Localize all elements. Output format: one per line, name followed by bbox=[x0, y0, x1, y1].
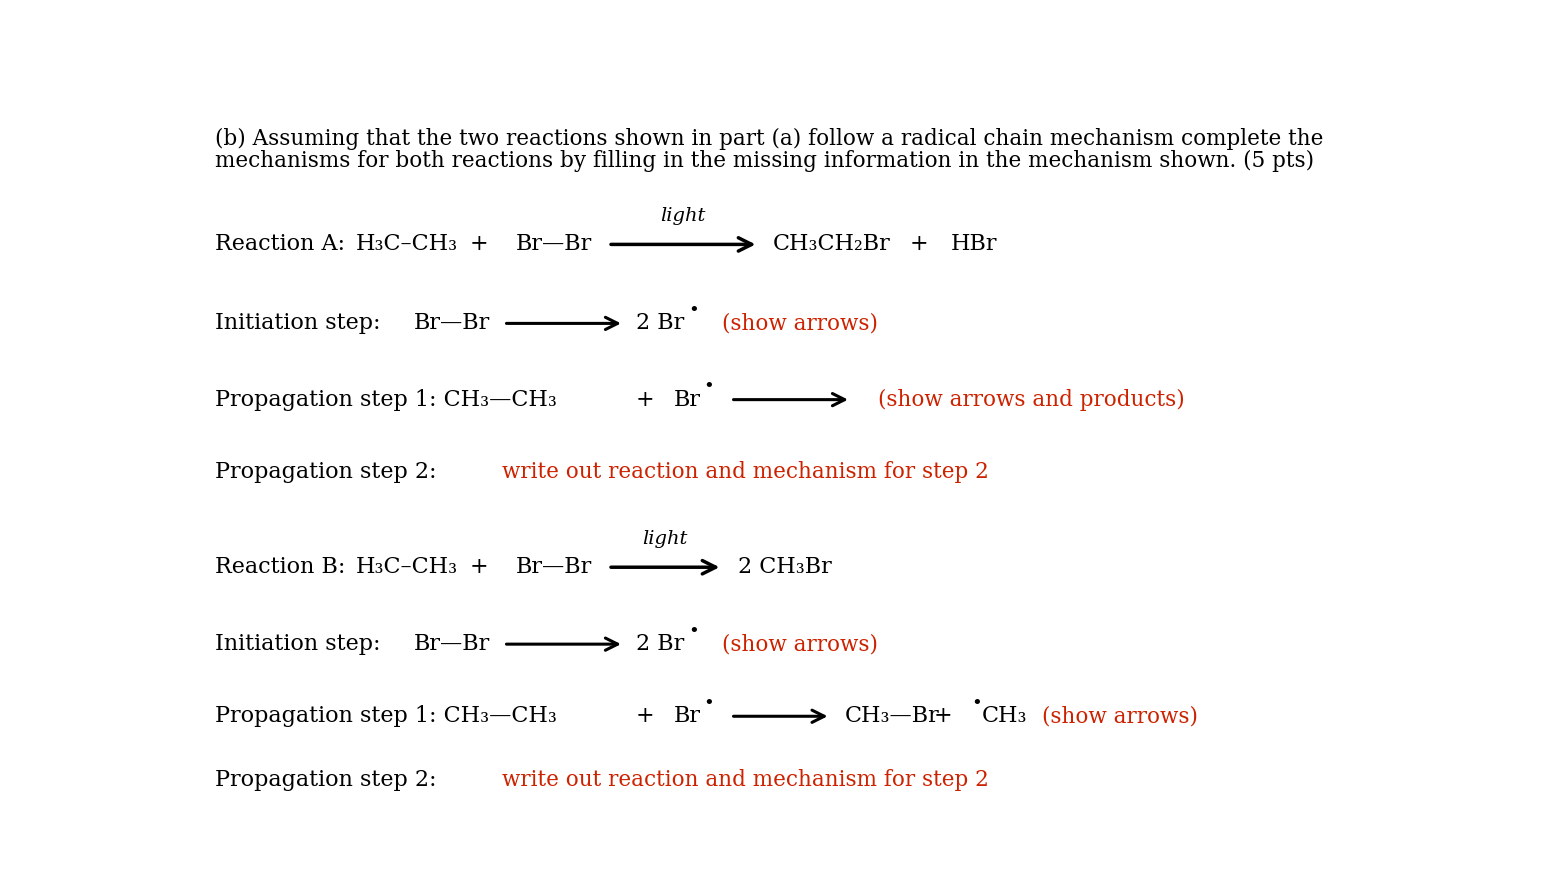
Text: Propagation step 1: CH₃—CH₃: Propagation step 1: CH₃—CH₃ bbox=[215, 389, 558, 410]
Text: Reaction A:: Reaction A: bbox=[215, 234, 346, 255]
Text: •: • bbox=[970, 695, 981, 713]
Text: Br—Br: Br—Br bbox=[414, 312, 490, 334]
Text: Reaction B:: Reaction B: bbox=[215, 557, 346, 578]
Text: •: • bbox=[688, 302, 699, 320]
Text: H₃C–CH₃: H₃C–CH₃ bbox=[356, 557, 459, 578]
Text: (show arrows and products): (show arrows and products) bbox=[879, 389, 1186, 410]
Text: (show arrows): (show arrows) bbox=[722, 312, 879, 334]
Text: •: • bbox=[704, 378, 715, 396]
Text: 2 CH₃Br: 2 CH₃Br bbox=[738, 557, 832, 578]
Text: Propagation step 2:: Propagation step 2: bbox=[215, 461, 437, 483]
Text: write out reaction and mechanism for step 2: write out reaction and mechanism for ste… bbox=[502, 769, 989, 791]
Text: •: • bbox=[688, 623, 699, 640]
Text: +: + bbox=[636, 389, 654, 410]
Text: +: + bbox=[470, 234, 488, 255]
Text: mechanisms for both reactions by filling in the missing information in the mecha: mechanisms for both reactions by filling… bbox=[215, 150, 1314, 172]
Text: Br—Br: Br—Br bbox=[516, 234, 592, 255]
Text: Propagation step 1: CH₃—CH₃: Propagation step 1: CH₃—CH₃ bbox=[215, 706, 558, 727]
Text: CH₃CH₂Br: CH₃CH₂Br bbox=[773, 234, 891, 255]
Text: 2 Br: 2 Br bbox=[636, 312, 684, 334]
Text: H₃C–CH₃: H₃C–CH₃ bbox=[356, 234, 459, 255]
Text: CH₃: CH₃ bbox=[981, 706, 1028, 727]
Text: Initiation step:: Initiation step: bbox=[215, 633, 381, 655]
Text: +: + bbox=[933, 706, 952, 727]
Text: +: + bbox=[910, 234, 928, 255]
Text: Initiation step:: Initiation step: bbox=[215, 312, 381, 334]
Text: Propagation step 2:: Propagation step 2: bbox=[215, 769, 437, 791]
Text: Br: Br bbox=[674, 389, 701, 410]
Text: HBr: HBr bbox=[950, 234, 997, 255]
Text: Br—Br: Br—Br bbox=[516, 557, 592, 578]
Text: write out reaction and mechanism for step 2: write out reaction and mechanism for ste… bbox=[502, 461, 989, 483]
Text: Br: Br bbox=[674, 706, 701, 727]
Text: 2 Br: 2 Br bbox=[636, 633, 684, 655]
Text: (show arrows): (show arrows) bbox=[1042, 706, 1198, 727]
Text: +: + bbox=[636, 706, 654, 727]
Text: +: + bbox=[470, 557, 488, 578]
Text: light: light bbox=[643, 530, 688, 548]
Text: Br—Br: Br—Br bbox=[414, 633, 490, 655]
Text: •: • bbox=[704, 695, 715, 713]
Text: (show arrows): (show arrows) bbox=[722, 633, 879, 655]
Text: light: light bbox=[660, 207, 705, 225]
Text: (b) Assuming that the two reactions shown in part (a) follow a radical chain mec: (b) Assuming that the two reactions show… bbox=[215, 128, 1324, 150]
Text: CH₃—Br: CH₃—Br bbox=[845, 706, 939, 727]
